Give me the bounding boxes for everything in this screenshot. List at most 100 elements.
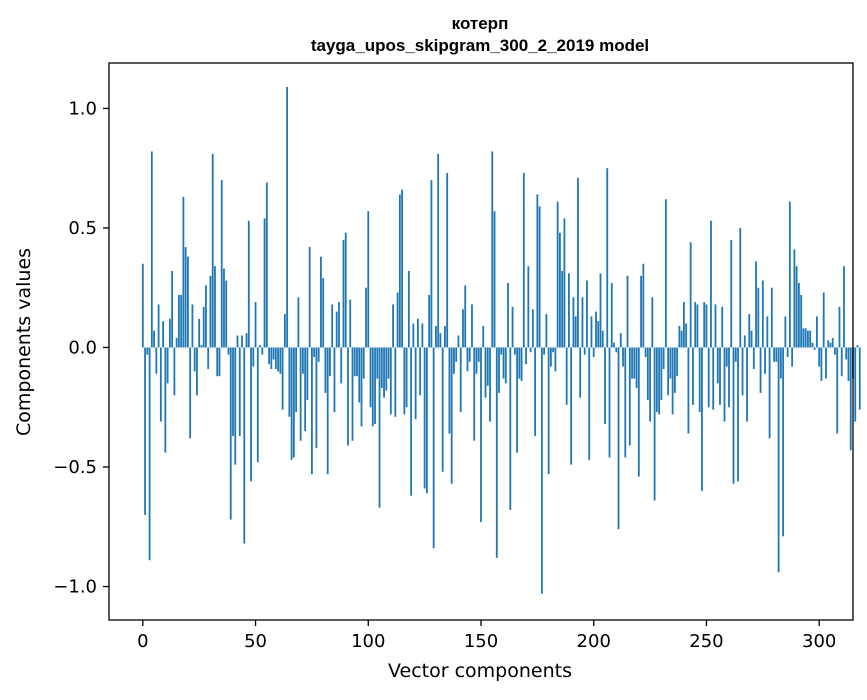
bar [606, 168, 609, 348]
bar [423, 347, 426, 489]
bar [816, 316, 818, 348]
bar [732, 347, 735, 484]
bar [193, 347, 196, 372]
bar [525, 347, 527, 365]
bar [829, 342, 832, 348]
bar [416, 318, 419, 348]
chart-title: котерп [452, 14, 509, 33]
bar [353, 347, 356, 377]
bar [662, 347, 665, 369]
bar [493, 211, 496, 348]
bar [407, 270, 410, 348]
bar [854, 347, 857, 422]
bar [358, 347, 361, 403]
bar [218, 347, 221, 377]
bar [144, 347, 146, 515]
bar [198, 318, 201, 348]
bar [254, 302, 257, 348]
bar [522, 172, 525, 348]
bar [466, 347, 469, 372]
bar [141, 263, 144, 348]
bar [509, 347, 512, 511]
bar [468, 347, 471, 362]
bar [495, 347, 498, 558]
bar [166, 347, 169, 384]
bar [856, 345, 859, 348]
bar [153, 330, 155, 348]
bar [225, 280, 228, 348]
bar [252, 347, 255, 367]
bar [710, 220, 712, 348]
bar [259, 345, 261, 348]
y-tick-label: 0.5 [68, 218, 97, 239]
y-tick-label: −1.0 [53, 577, 97, 598]
bar [482, 325, 485, 348]
bar [529, 347, 532, 353]
bar [716, 347, 719, 384]
bar [547, 347, 550, 475]
bar [834, 347, 836, 355]
bar [216, 347, 219, 377]
bar [613, 342, 615, 348]
bar [843, 266, 845, 348]
bar [146, 347, 149, 355]
bar [261, 347, 264, 355]
bar [586, 280, 588, 348]
bar [444, 325, 446, 348]
bar [380, 347, 383, 389]
bar [241, 335, 243, 348]
bar [475, 347, 478, 374]
bar [177, 294, 180, 348]
bar [234, 347, 237, 465]
bar [581, 297, 584, 348]
y-axis-label: Components values [13, 248, 35, 436]
bar [265, 182, 268, 348]
bar [658, 347, 661, 415]
x-tick-label: 200 [577, 631, 611, 652]
bar [182, 196, 185, 348]
bar [604, 347, 606, 424]
bar [791, 347, 794, 367]
bar [480, 347, 482, 522]
bar [207, 347, 210, 369]
bar [292, 347, 295, 458]
bar [338, 302, 340, 348]
chart-subtitle: tayga_upos_skipgram_300_2_2019 model [311, 36, 649, 55]
bar [644, 347, 647, 358]
bar [755, 261, 757, 348]
bar [545, 314, 548, 348]
bar [536, 194, 539, 348]
bar [565, 347, 568, 405]
bar [376, 347, 379, 379]
bar [651, 297, 654, 348]
bar [534, 347, 537, 436]
bar [288, 347, 291, 417]
bar [570, 347, 573, 465]
bar [191, 304, 194, 348]
bar [676, 347, 679, 377]
bar [268, 347, 270, 365]
bar [552, 347, 555, 353]
bar [322, 278, 325, 348]
bar [680, 330, 683, 348]
bar [168, 318, 171, 348]
bar [164, 347, 167, 453]
bar [703, 302, 706, 348]
bar [531, 309, 534, 348]
bar [331, 304, 334, 348]
bar [430, 180, 433, 348]
bar [802, 328, 805, 348]
bar [750, 330, 753, 348]
bar [326, 347, 329, 475]
bar [441, 347, 444, 472]
bar [405, 347, 408, 408]
bar [574, 316, 577, 348]
bar [455, 347, 458, 362]
bar [401, 189, 403, 348]
ticks-layer: 0 50 100 150 200 250 300 −1.0 −0.5 0.0 0.5 1.0 [53, 98, 836, 652]
bar [840, 347, 843, 377]
bar [554, 347, 557, 372]
bar [297, 297, 300, 348]
bar [435, 325, 437, 348]
bar [229, 347, 232, 520]
